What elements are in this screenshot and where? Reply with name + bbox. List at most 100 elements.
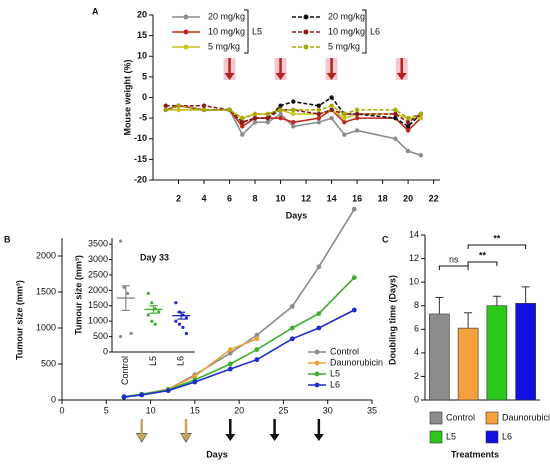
significance-bracket [467,261,498,266]
point [201,107,207,113]
x-tick-label: L5 [148,356,158,366]
y-tick-label: 2000 [88,285,108,295]
y-tick-label: -15 [134,154,147,164]
x-tick-label: 25 [278,405,288,415]
legend-marker [183,14,189,20]
point [252,111,258,117]
y-tick-label: 2000 [36,250,56,260]
legend-group-label: L6 [370,26,380,36]
legend-marker [183,44,189,50]
x-axis-label: Days [206,449,228,459]
data-point [146,313,150,317]
panel-label: B [4,234,11,244]
x-tick-label: 10 [146,405,156,415]
point [254,336,260,342]
point [227,347,233,352]
point [342,115,347,121]
legend-marker [314,382,320,388]
significance-label: ns [449,254,459,264]
point [254,347,260,352]
legend-marker [314,349,320,355]
legend-marker [303,14,309,20]
panel-label: C [382,234,389,244]
point [316,120,322,125]
legend-label: 20 mg/kg [328,11,365,21]
x-tick-label: 12 [301,193,311,203]
point [342,111,347,117]
legend-swatch [429,430,443,444]
y-tick-label: 0 [103,346,108,356]
significance-bracket [438,265,469,270]
treatment-arrow-head [313,434,324,441]
data-point [174,319,178,323]
x-tick-label: 8 [253,193,258,203]
legend-swatch [429,411,443,425]
data-point [125,291,130,296]
point [278,115,283,121]
point [351,275,357,280]
treatment-arrow-head [225,434,236,441]
x-tick-label: 22 [429,193,439,203]
point [418,111,424,117]
legend-marker [303,29,309,35]
point [354,128,360,133]
point [227,107,232,113]
point [405,120,411,125]
point [227,361,233,367]
y-axis-label: Tumour size (mm³) [73,255,83,335]
legend-marker [303,44,309,50]
point [254,357,260,363]
point [316,264,322,270]
x-tick-label: 18 [378,193,388,203]
significance-label: ** [479,250,487,260]
point [278,107,283,113]
series-line [165,108,421,120]
x-axis-label: Treatments [451,449,499,459]
data-point [118,239,123,243]
point [278,103,283,108]
x-tick-label: 14 [327,193,337,203]
legend-swatch [485,411,499,425]
data-point [181,325,185,329]
point [289,304,295,309]
point [291,111,296,117]
point [176,107,181,113]
y-tick-label: 15 [137,30,147,40]
x-tick-label: 16 [352,193,362,203]
point [252,115,258,121]
point [393,107,398,113]
point [291,107,296,113]
legend-label: Daunorubicin [330,357,383,367]
point [316,311,322,316]
legend-group-label: L5 [252,26,262,36]
point [289,325,295,331]
series-line [165,96,422,128]
bar [457,327,479,401]
data-point [184,316,189,320]
bar [429,313,450,401]
point [252,120,258,125]
legend-bracket [244,9,249,54]
point [393,136,398,141]
x-tick-label: 5 [104,405,109,415]
point [163,103,168,108]
point [342,132,347,137]
point [342,120,347,125]
y-tick-label: 500 [41,358,56,368]
y-tick-label: 6 [414,324,419,334]
point [354,111,360,117]
y-tick-label: 12 [409,253,419,263]
y-tick-label: -10 [134,133,147,143]
legend-label: 5 mg/kg [208,41,240,51]
y-tick-label: 1500 [36,286,56,296]
point [329,115,334,121]
legend-label: L6 [330,379,340,389]
y-tick-label: 1000 [36,322,56,332]
series-line [165,104,422,124]
treatment-arrow-head [269,434,280,441]
point [278,111,283,117]
point [393,111,398,117]
x-tick-label: 6 [227,193,232,203]
treatment-arrow-head [275,73,286,80]
legend-label: 10 mg/kg [328,26,365,36]
